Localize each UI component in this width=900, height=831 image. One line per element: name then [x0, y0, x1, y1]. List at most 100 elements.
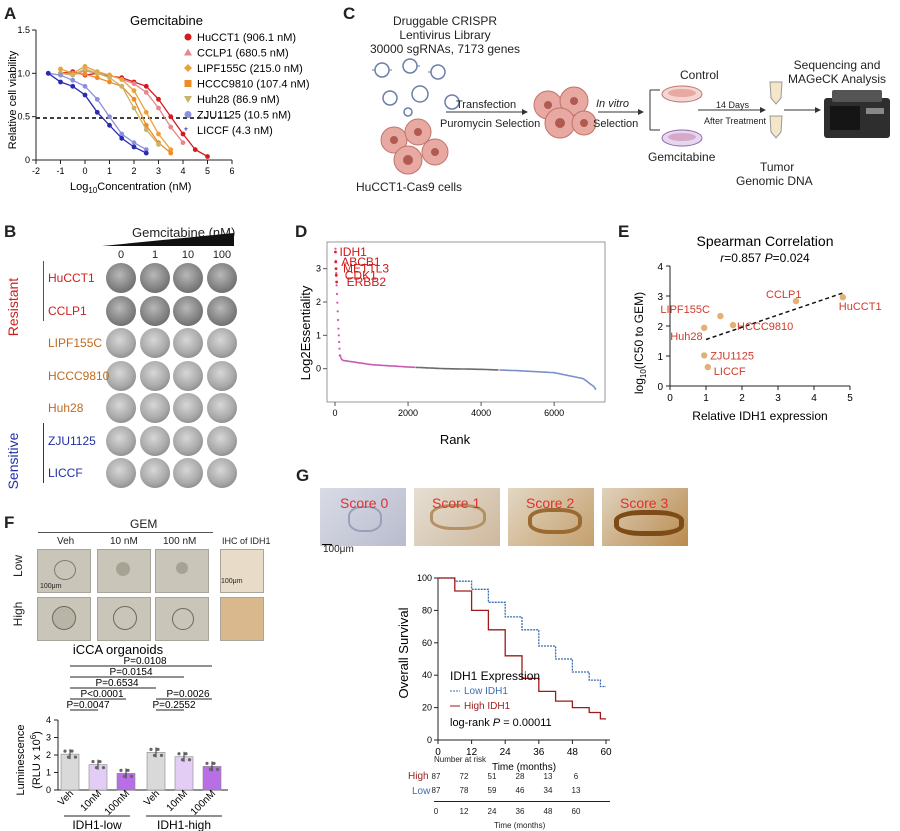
- cell-line-label: ZJU1125: [48, 433, 96, 448]
- workflow-arrows: [446, 89, 821, 131]
- panel-f-pvalues: P=0.0108P=0.0154P=0.6534P<0.0001P=0.0047…: [66, 656, 212, 711]
- a-data-point: [131, 140, 137, 146]
- a-data-point: [119, 131, 125, 137]
- d-top-point: [336, 318, 340, 322]
- d-curve-segment: [339, 356, 415, 369]
- risk-xtick: 36: [515, 807, 525, 816]
- risk-low-value: 34: [543, 786, 553, 795]
- a-data-point: [107, 79, 112, 85]
- d-gene-point: [334, 273, 338, 277]
- d-top-point: [335, 284, 338, 287]
- well-image: [207, 458, 237, 488]
- risk-label-high: High: [408, 771, 429, 782]
- scale-bar-1: 100μm: [40, 583, 62, 590]
- e-ytick-label: 4: [657, 262, 663, 273]
- invitro-label: In vitro: [596, 98, 630, 110]
- f-ytick-label: 0: [46, 785, 51, 795]
- panel-label-b: B: [4, 222, 17, 241]
- km-curve: [438, 577, 606, 688]
- ihc-score-3: [602, 488, 688, 546]
- e-xtick-label: 5: [847, 393, 853, 404]
- e-point-label: CCLP1: [766, 289, 801, 301]
- a-data-point: [180, 131, 186, 137]
- f-pvalue: P<0.0001: [80, 689, 124, 700]
- ihc-low-image: [220, 549, 264, 593]
- a-xtick-label: 4: [180, 166, 185, 176]
- risk-low-value: 13: [571, 786, 581, 795]
- library-description: Druggable CRISPR Lentivirus Library 3000…: [350, 14, 540, 56]
- risk-low-value: 59: [487, 786, 497, 795]
- g-ytick-label: 80: [422, 605, 432, 615]
- risk-xtick: 24: [487, 807, 497, 816]
- selected-cells-icon: [533, 86, 597, 139]
- f-replicate-dot: [212, 761, 216, 765]
- well-image: [106, 425, 136, 456]
- d-top-point: [335, 272, 338, 275]
- well-image: [106, 360, 136, 391]
- panel-g-ticks: 0 20 40 60 80 100 0 12 24 36 48 60: [417, 573, 612, 758]
- score-0-label: Score 0: [340, 495, 389, 511]
- panel-a-curves: [45, 64, 210, 159]
- ihc-score-1: [414, 488, 500, 546]
- f-replicate-dot: [187, 758, 192, 762]
- cell-line-label: LICCF: [48, 466, 83, 480]
- col-label-10nm: 10 nM: [110, 536, 138, 547]
- a-data-point: [156, 142, 161, 147]
- d-ytick-label: 2: [316, 297, 321, 307]
- a-data-point: [131, 105, 137, 111]
- f-bar-label: 10nM: [165, 788, 190, 813]
- panel-g-km-chart: Overall Survival 0 20 40 60 80 100 0 12 24 36 48 60…: [396, 573, 612, 773]
- dose-label: 100: [212, 249, 232, 261]
- panel-g-xlabel: Time (months): [492, 762, 556, 773]
- row-label-low: Low: [11, 555, 25, 578]
- col-label-veh: Veh: [57, 536, 75, 547]
- d-top-point: [335, 292, 339, 296]
- a-data-point: [58, 79, 63, 85]
- a-data-point: [168, 124, 174, 130]
- d-gene-point: [334, 250, 337, 254]
- logrank-stat: log-rank P = 0.00011: [450, 717, 552, 729]
- score-1-label: Score 1: [432, 495, 481, 511]
- transfection-label: Transfection: [456, 99, 517, 111]
- risk-xtick: 12: [459, 807, 469, 816]
- e-point: [839, 294, 846, 301]
- d-top-point: [334, 247, 337, 250]
- gemcitabine-dish-icon: [661, 129, 703, 147]
- panel-d-ticks: 0 1 2 3 0 2000 4000 6000: [316, 264, 564, 418]
- f-replicate-dot: [149, 747, 153, 751]
- well-image: [173, 458, 203, 488]
- f-pvalue: P=0.0154: [109, 667, 153, 678]
- a-data-point: [143, 109, 149, 115]
- a-data-point: [107, 122, 112, 128]
- panel-e-ylabel: log10(IC50 to GEM): [632, 292, 648, 394]
- a-data-point: [143, 127, 149, 133]
- sequencing-line-2: MAGeCK Analysis: [788, 72, 887, 86]
- a-data-point: [131, 96, 137, 102]
- e-point: [704, 363, 711, 371]
- e-point-label: LICCF: [714, 366, 746, 378]
- legend-marker: [184, 96, 192, 103]
- a-data-point: [58, 72, 63, 78]
- well-image: [207, 295, 237, 326]
- sequencer-icon: [824, 90, 890, 138]
- a-data-point: [143, 147, 149, 153]
- panel-e-chart: Spearman Correlation r=0.857 P=0.024 log…: [632, 233, 882, 423]
- risk-table: Number at risk High Low 87 72 51 28 13 6 87 78 5…: [378, 755, 648, 831]
- legend-label: HuCCT1 (906.1 nM): [197, 32, 296, 44]
- well-image: [140, 360, 170, 391]
- a-data-point: [119, 77, 125, 82]
- well-image: [207, 360, 237, 391]
- km-curve: [438, 577, 606, 720]
- panel-a-yticks: 0 0.5 1.0 1.5: [17, 25, 36, 165]
- d-gene-label: METTL3: [343, 262, 389, 276]
- scale-bar-2: 100μm: [221, 578, 243, 585]
- ihc-score-0: [320, 488, 406, 546]
- e-xtick-label: 3: [775, 393, 781, 404]
- e-ytick-label: 0: [657, 382, 663, 393]
- g-ytick-label: 0: [427, 735, 432, 745]
- f-replicate-dot: [126, 768, 130, 772]
- a-xtick-label: 2: [131, 166, 136, 176]
- a-data-point: [156, 131, 161, 137]
- a-data-point: [119, 135, 125, 141]
- f-replicate-dot: [159, 753, 164, 757]
